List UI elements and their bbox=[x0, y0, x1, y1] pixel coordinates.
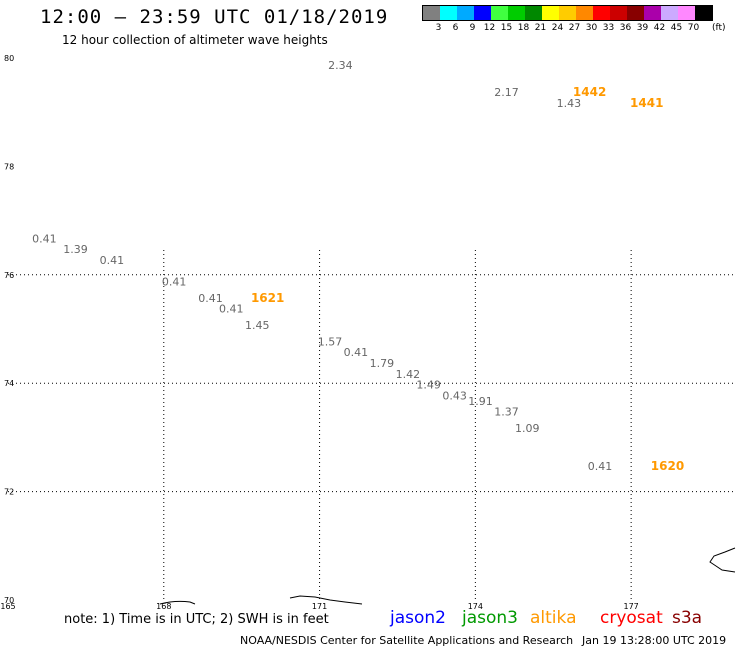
legend-swatch bbox=[423, 6, 440, 20]
coastline-segment bbox=[289, 595, 363, 605]
longitude-label: 174 bbox=[468, 602, 483, 611]
wave-height-label: 0.41 bbox=[219, 303, 244, 316]
legend-label: 30 bbox=[585, 23, 598, 33]
pass-time-label: 1441 bbox=[630, 96, 663, 110]
wave-height-label: 2.17 bbox=[494, 86, 519, 99]
legend-label: 18 bbox=[517, 23, 530, 33]
longitude-tick-labels: 165 168 171 174 177 bbox=[0, 602, 638, 611]
legend-swatch bbox=[593, 6, 610, 20]
generated-timestamp: Jan 19 13:28:00 UTC 2019 bbox=[582, 634, 727, 647]
wave-height-label: 1.43 bbox=[557, 97, 582, 110]
wave-height-label: 0.41 bbox=[198, 292, 223, 305]
latitude-label: 74 bbox=[4, 379, 14, 388]
legend-label: 39 bbox=[636, 23, 649, 33]
wave-height-label: 1.91 bbox=[468, 395, 493, 408]
credit-text: NOAA/NESDIS Center for Satellite Applica… bbox=[240, 634, 574, 647]
legend-label: 36 bbox=[619, 23, 632, 33]
map-subtitle: 12 hour collection of altimeter wave hei… bbox=[62, 33, 328, 47]
legend-swatch bbox=[644, 6, 661, 20]
legend-swatch bbox=[576, 6, 593, 20]
legend-unit: (ft) bbox=[712, 23, 726, 33]
coastline bbox=[159, 547, 736, 605]
latitude-tick-labels: 80 78 76 74 72 70 bbox=[4, 54, 14, 605]
legend-swatch bbox=[661, 6, 678, 20]
pass-time-labels: 1442 1441 1621 1620 bbox=[251, 85, 684, 473]
legend-swatch bbox=[559, 6, 576, 20]
legend-label: 27 bbox=[568, 23, 581, 33]
legend-swatch bbox=[508, 6, 525, 20]
legend-swatch bbox=[525, 6, 542, 20]
wave-height-values: 2.342.171.430.411.390.410.410.410.411.45… bbox=[32, 59, 612, 473]
legend-swatch bbox=[610, 6, 627, 20]
legend-swatch bbox=[491, 6, 508, 20]
color-legend: (ft) 3 6 9 12 15 18 21 24 27 30 33 36 39 42 45 70 bbox=[422, 5, 726, 37]
wave-height-label: 2.34 bbox=[328, 59, 353, 72]
longitude-label: 168 bbox=[156, 602, 171, 611]
pass-time-label: 1442 bbox=[573, 85, 606, 99]
wave-height-label: 0.41 bbox=[32, 232, 57, 245]
satellite-name: jason3 bbox=[462, 608, 518, 628]
coastline-segment bbox=[709, 547, 736, 573]
satellite-name: s3a bbox=[672, 608, 703, 628]
wave-height-label: 0.41 bbox=[344, 346, 369, 359]
wave-height-label: 1.45 bbox=[245, 319, 270, 332]
coastline-segment bbox=[159, 600, 196, 605]
legend-swatch bbox=[440, 6, 457, 20]
satellite-name: cryosat bbox=[600, 608, 663, 628]
wave-height-label: 0.41 bbox=[588, 460, 613, 473]
longitude-label: 165 bbox=[0, 602, 15, 611]
wave-height-label: 1.42 bbox=[396, 368, 421, 381]
legend-label: 45 bbox=[670, 23, 683, 33]
wave-height-label: 0.41 bbox=[100, 254, 125, 267]
legend-label: 9 bbox=[469, 23, 476, 33]
wave-height-label: 1.09 bbox=[515, 422, 540, 435]
satellite-name: jason2 bbox=[390, 608, 446, 628]
longitude-label: 177 bbox=[624, 602, 639, 611]
legend-label: 21 bbox=[534, 23, 547, 33]
legend-label: 3 bbox=[435, 23, 442, 33]
legend-label: 24 bbox=[551, 23, 564, 33]
legend-label: 42 bbox=[653, 23, 666, 33]
legend-swatch bbox=[695, 6, 712, 20]
legend-swatch bbox=[474, 6, 491, 20]
latitude-label: 80 bbox=[4, 54, 14, 63]
legend-labels: (ft) 3 6 9 12 15 18 21 24 27 30 33 36 39 42 45 70 bbox=[422, 23, 726, 37]
legend-label: 33 bbox=[602, 23, 615, 33]
satellite-name: altika bbox=[530, 608, 577, 628]
wave-height-label: 1.49 bbox=[416, 379, 441, 392]
wave-height-label: 1.57 bbox=[318, 335, 343, 348]
map-title: 12:00 — 23:59 UTC 01/18/2019 bbox=[40, 6, 389, 28]
legend-swatch bbox=[457, 6, 474, 20]
latitude-label: 70 bbox=[4, 596, 14, 605]
wave-height-label: 1.39 bbox=[63, 243, 88, 256]
legend-label: 15 bbox=[500, 23, 513, 33]
longitude-label: 171 bbox=[312, 602, 327, 611]
legend-label: 6 bbox=[452, 23, 459, 33]
pass-time-label: 1621 bbox=[251, 291, 284, 305]
latitude-label: 76 bbox=[4, 271, 14, 280]
pass-time-label: 1620 bbox=[651, 459, 684, 473]
legend-label: 70 bbox=[687, 23, 700, 33]
gridlines bbox=[8, 250, 735, 600]
wave-height-label: 0.41 bbox=[162, 276, 187, 289]
latitude-label: 78 bbox=[4, 162, 14, 171]
legend-swatch bbox=[542, 6, 559, 20]
wave-height-label: 1.37 bbox=[494, 406, 519, 419]
legend-swatches bbox=[422, 5, 713, 21]
latitude-label: 72 bbox=[4, 488, 14, 497]
legend-swatch bbox=[678, 6, 695, 20]
footer-note: note: 1) Time is in UTC; 2) SWH is in fe… bbox=[64, 612, 329, 627]
legend-swatch bbox=[627, 6, 644, 20]
legend-label: 12 bbox=[483, 23, 496, 33]
wave-height-label: 1.79 bbox=[370, 357, 395, 370]
wave-height-label: 0.43 bbox=[442, 389, 467, 402]
